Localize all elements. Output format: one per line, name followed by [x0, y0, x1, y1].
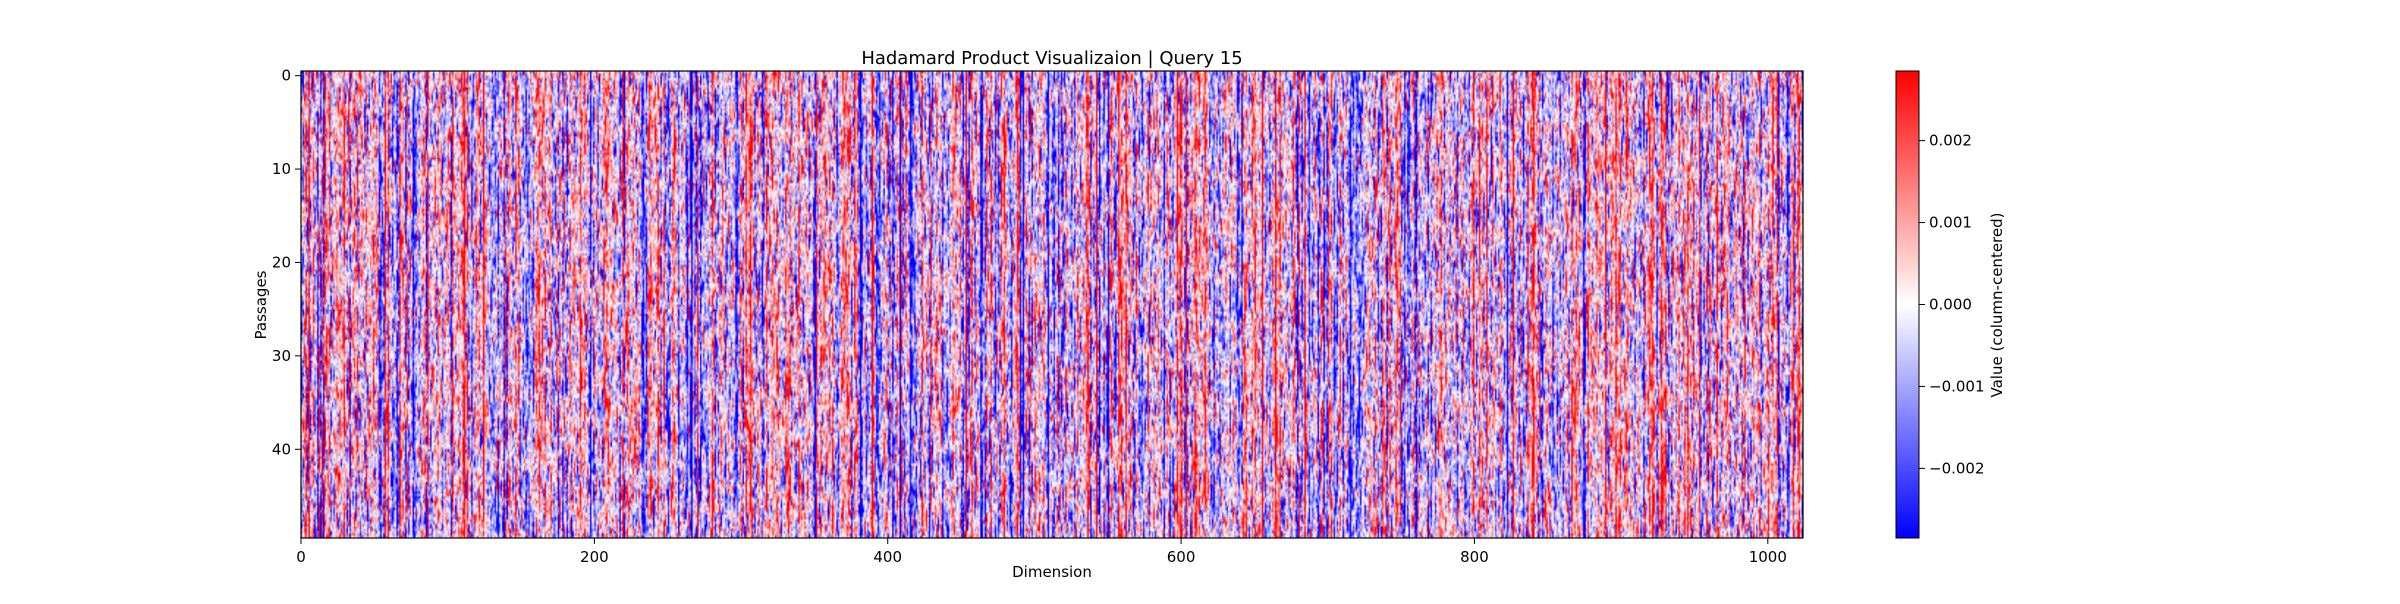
heatmap-plot-area — [300, 70, 1804, 539]
x-tick-label: 0 — [296, 548, 306, 566]
x-axis-label: Dimension — [1012, 563, 1092, 581]
y-tick-label: 10 — [272, 160, 291, 178]
colorbar-gradient — [1895, 70, 1920, 539]
y-tick-label: 30 — [272, 347, 291, 365]
plot-frame — [300, 70, 1804, 539]
colorbar: 0.002 0.001 0.000 −0.001 −0.002 Value (colum… — [1895, 70, 2006, 539]
x-tick-label: 1000 — [1749, 548, 1787, 566]
x-tick-label: 800 — [1460, 548, 1489, 566]
y-axis-label: Passages — [252, 270, 270, 339]
x-axis-ticks: 0 200 400 600 800 1000 — [296, 538, 1787, 566]
chart-title: Hadamard Product Visualizaion | Query 15 — [861, 48, 1242, 69]
colorbar-tick-label: −0.002 — [1929, 459, 1985, 477]
y-axis-ticks: 0 10 20 30 40 — [272, 67, 301, 458]
colorbar-tick-label: 0.002 — [1929, 132, 1972, 150]
x-tick-label: 600 — [1167, 548, 1196, 566]
y-tick-label: 40 — [272, 440, 291, 458]
colorbar-label: Value (column-centered) — [1988, 213, 2006, 398]
colorbar-ticks: 0.002 0.001 0.000 −0.001 −0.002 — [1919, 132, 1985, 477]
x-tick-label: 200 — [580, 548, 609, 566]
y-tick-label: 20 — [272, 253, 291, 271]
colorbar-tick-label: −0.001 — [1929, 377, 1985, 395]
colorbar-tick-label: 0.001 — [1929, 214, 1972, 232]
colorbar-tick-label: 0.000 — [1929, 296, 1972, 314]
heatmap-image — [301, 71, 1803, 538]
x-tick-label: 400 — [873, 548, 902, 566]
y-tick-label: 0 — [281, 67, 291, 85]
